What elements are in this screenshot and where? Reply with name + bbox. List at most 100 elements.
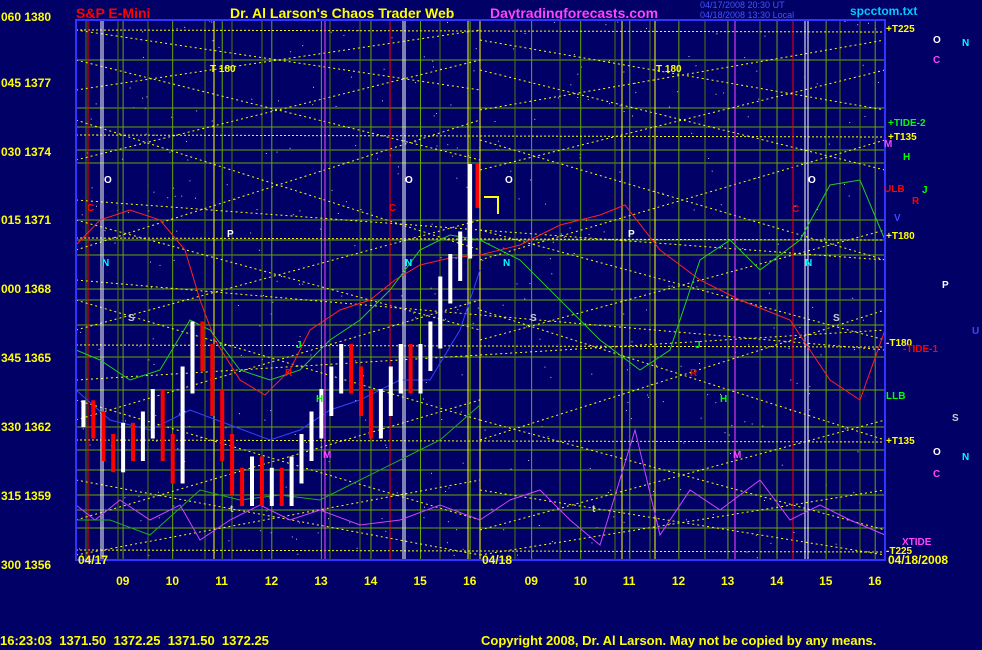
star-dot	[668, 106, 670, 108]
data-filename: spcctom.txt	[850, 4, 918, 18]
price-bar	[160, 389, 165, 461]
star-dot	[143, 56, 144, 58]
star-dot	[688, 56, 690, 57]
star-dot	[430, 287, 432, 289]
right-label: +T180	[886, 231, 915, 242]
star-dot	[146, 96, 148, 98]
star-dot	[656, 365, 657, 367]
star-dot	[528, 460, 530, 461]
star-dot	[623, 111, 625, 112]
star-dot	[579, 153, 581, 155]
star-dot	[755, 535, 757, 537]
star-dot	[790, 379, 792, 381]
star-dot	[281, 276, 283, 277]
star-dot	[173, 505, 175, 507]
star-dot	[158, 517, 160, 519]
right-label: -T225	[886, 546, 913, 557]
site-link[interactable]: Daytradingforecasts.com	[490, 5, 659, 21]
star-dot	[835, 543, 837, 545]
star-dot	[503, 247, 505, 249]
price-bar	[81, 400, 86, 428]
star-dot	[457, 309, 459, 311]
price-bar	[428, 321, 433, 371]
star-dot	[662, 192, 664, 194]
star-dot	[708, 158, 710, 159]
star-dot	[312, 104, 314, 106]
star-dot	[354, 245, 356, 247]
star-dot	[259, 325, 261, 327]
star-dot	[296, 538, 297, 540]
x-tick-label: 11	[215, 574, 228, 588]
star-dot	[79, 548, 80, 550]
star-dot	[82, 428, 84, 430]
star-dot	[250, 232, 252, 234]
star-dot	[605, 24, 607, 26]
star-dot	[711, 170, 713, 172]
star-dot	[140, 520, 142, 522]
star-dot	[124, 497, 126, 499]
star-dot	[148, 554, 150, 556]
price-bar	[101, 411, 106, 461]
star-dot	[538, 525, 540, 526]
star-dot	[468, 155, 470, 157]
price-bar	[180, 366, 185, 484]
star-dot	[328, 461, 330, 463]
star-dot	[623, 313, 625, 315]
star-dot	[569, 227, 571, 229]
event-label: N	[405, 258, 413, 269]
event-label: S	[530, 313, 537, 324]
star-dot	[577, 73, 579, 75]
price-bar	[230, 434, 235, 495]
star-dot	[748, 344, 750, 346]
star-dot	[129, 87, 131, 89]
planet-label: P	[942, 280, 949, 291]
star-dot	[646, 27, 647, 29]
star-dot	[844, 21, 846, 22]
star-dot	[177, 448, 179, 450]
star-dot	[200, 437, 202, 439]
star-dot	[868, 22, 869, 24]
star-dot	[764, 35, 766, 37]
star-dot	[425, 382, 427, 384]
price-bar	[438, 276, 443, 349]
star-dot	[857, 24, 859, 26]
star-dot	[330, 31, 332, 33]
star-dot	[588, 234, 590, 235]
star-dot	[385, 444, 387, 446]
star-dot	[401, 295, 403, 297]
star-dot	[627, 401, 629, 403]
star-dot	[824, 237, 826, 239]
price-bar	[240, 467, 245, 506]
star-dot	[496, 148, 498, 150]
star-dot	[377, 158, 378, 160]
price-bar	[140, 411, 145, 461]
star-dot	[768, 292, 770, 294]
star-dot	[617, 21, 619, 23]
right-label: -TIDE-1	[903, 344, 938, 355]
star-dot	[302, 283, 304, 285]
star-dot	[799, 326, 801, 328]
star-dot	[529, 283, 531, 285]
star-dot	[539, 338, 541, 340]
star-dot	[683, 442, 685, 444]
star-dot	[773, 327, 775, 329]
price-bar	[398, 344, 403, 394]
star-dot	[472, 322, 474, 324]
event-label: S	[128, 313, 135, 324]
price-bar	[170, 434, 175, 484]
star-dot	[696, 286, 698, 288]
star-dot	[789, 409, 791, 411]
star-dot	[625, 410, 627, 412]
star-dot	[157, 491, 159, 493]
star-dot	[516, 283, 518, 285]
star-dot	[266, 510, 268, 512]
star-dot	[211, 21, 213, 23]
price-bar	[468, 164, 473, 259]
x-tick-label: 15	[413, 574, 427, 588]
star-dot	[570, 84, 572, 86]
star-dot	[610, 489, 612, 491]
price-bar	[220, 389, 225, 461]
price-bar	[319, 389, 324, 439]
star-dot	[623, 71, 625, 73]
planet-label: O	[933, 447, 941, 458]
